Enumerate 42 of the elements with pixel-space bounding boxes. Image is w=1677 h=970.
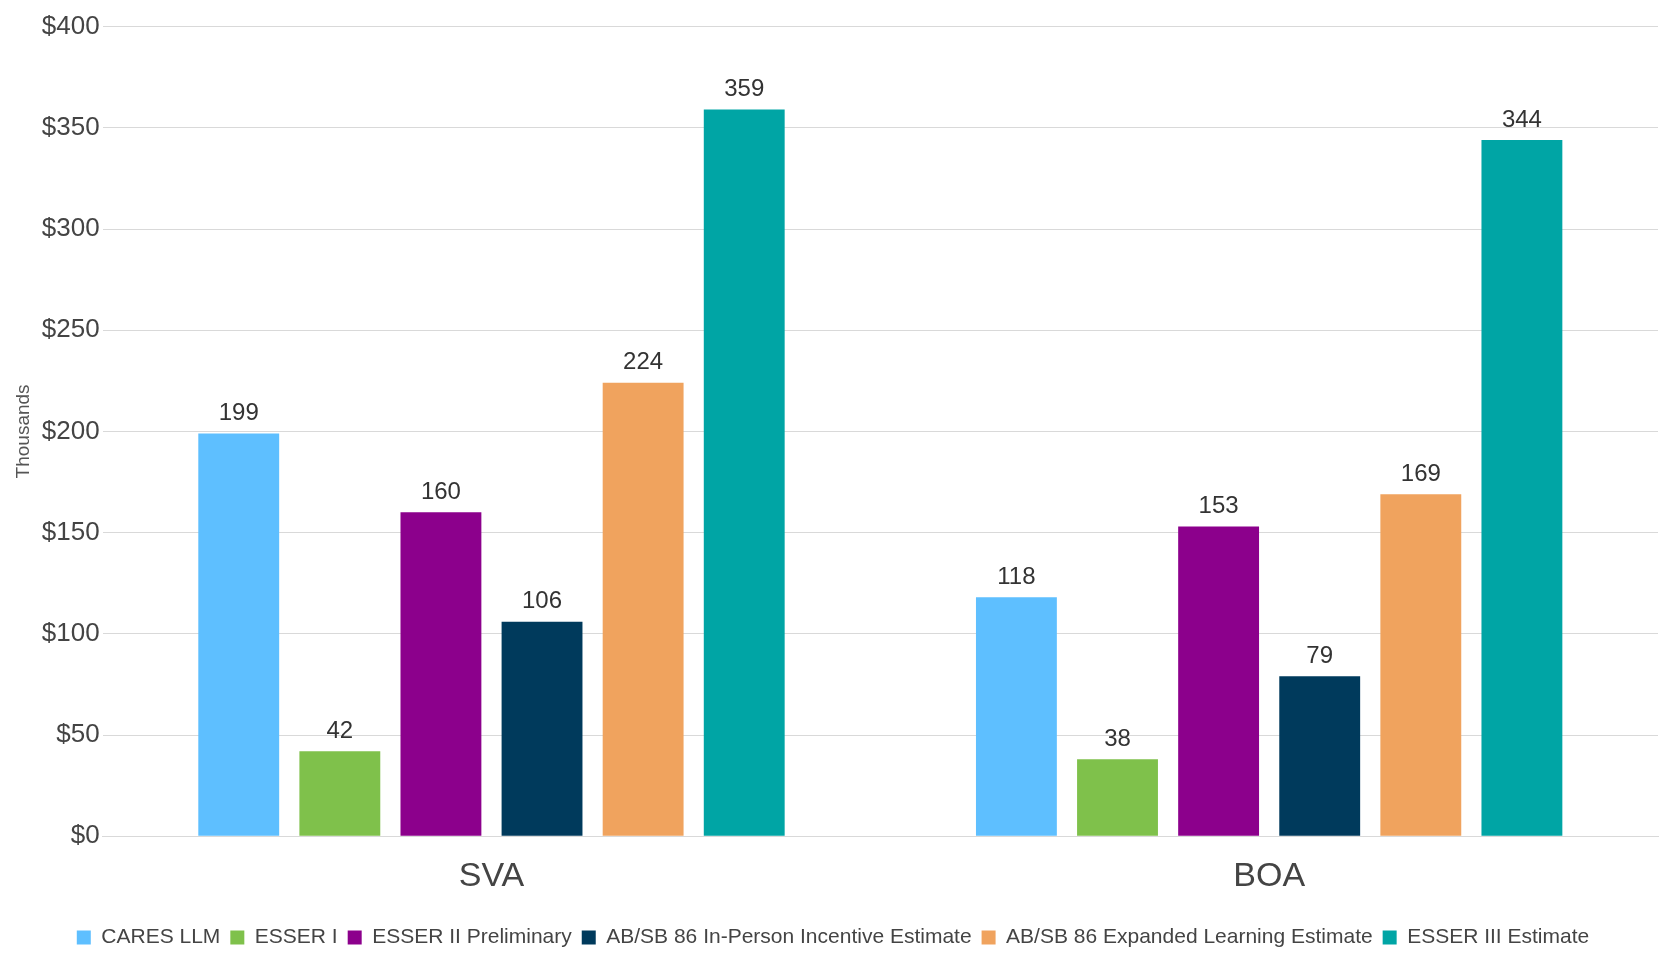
y-tick-label: $100 <box>41 616 100 647</box>
bar <box>198 433 280 836</box>
data-label: 153 <box>1198 491 1239 519</box>
bar <box>1077 759 1158 836</box>
bar <box>299 751 381 836</box>
y-tick-label: $150 <box>41 515 100 546</box>
data-label: 42 <box>326 715 354 743</box>
legend-label: CARES LLM <box>101 924 221 948</box>
y-tick-label: $50 <box>56 718 100 749</box>
y-tick-label: $350 <box>41 110 100 141</box>
legend-label: ESSER III Estimate <box>1407 924 1590 948</box>
bar <box>400 512 482 836</box>
bar <box>1481 139 1563 836</box>
legend-label: AB/SB 86 In-Person Incentive Estimate <box>606 924 972 948</box>
legend-label: ESSER II Preliminary <box>372 924 573 948</box>
bar <box>1380 494 1462 836</box>
data-label: 344 <box>1501 104 1542 132</box>
x-tick-label: SVA <box>458 854 525 893</box>
data-label: 199 <box>218 398 259 426</box>
data-label: 118 <box>997 561 1036 589</box>
data-label: 169 <box>1400 458 1441 486</box>
bar <box>602 382 684 836</box>
bar <box>1279 676 1361 836</box>
bar <box>1178 526 1260 836</box>
legend-label: ESSER I <box>254 924 338 948</box>
data-label: 359 <box>724 74 765 102</box>
data-label: 160 <box>420 476 461 504</box>
y-tick-label: $400 <box>41 9 100 40</box>
data-label: 38 <box>1104 723 1131 751</box>
data-label: 79 <box>1306 640 1334 668</box>
bar <box>501 621 583 836</box>
data-label: 106 <box>522 586 563 614</box>
legend-label: AB/SB 86 Expanded Learning Estimate <box>1006 924 1373 948</box>
bar <box>703 109 785 836</box>
y-tick-label: $0 <box>70 819 100 850</box>
bar <box>975 597 1057 836</box>
data-label: 224 <box>623 347 664 375</box>
y-tick-label: $250 <box>41 313 100 344</box>
y-tick-label: $200 <box>41 414 100 445</box>
y-tick-label: $300 <box>41 212 100 243</box>
x-tick-label: BOA <box>1233 854 1306 893</box>
y-axis-title: Thousands <box>11 384 33 479</box>
